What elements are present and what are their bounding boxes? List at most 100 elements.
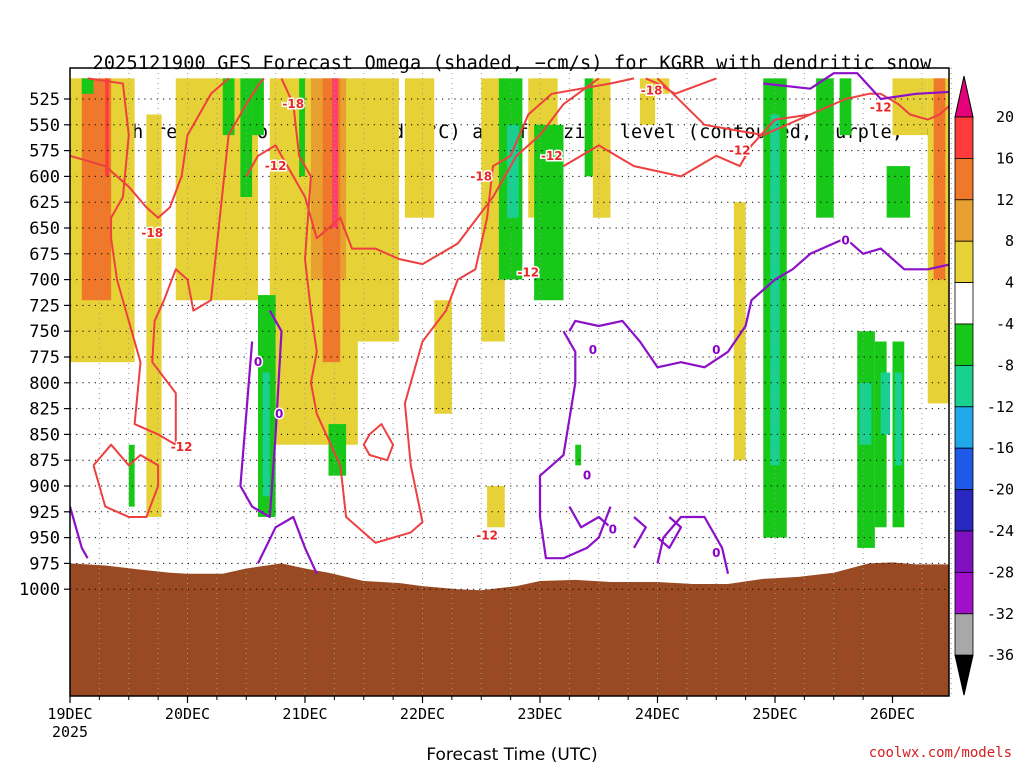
dgz-minus18-contour-1 <box>245 77 600 266</box>
dgz-minus12-contour-0 <box>87 77 265 446</box>
omega-upward-band-2 <box>105 78 109 177</box>
x-tick-label-1: 20DEC <box>165 705 210 723</box>
freezing-level-contour-0 <box>763 72 949 101</box>
colorbar-label-1: 16 <box>996 149 1014 167</box>
omega-downward-band-12 <box>575 444 582 466</box>
colorbar: 20 16 12 8 4 -4 -8 -12 -16 -20 -24 -28 -32 -36 <box>954 75 1014 696</box>
contour-label-6: -12 <box>517 265 539 279</box>
omega-downward-band-5 <box>299 78 305 177</box>
dgz-minus18-contour-3 <box>562 113 811 178</box>
contour-label-8: -18 <box>641 84 663 98</box>
y-tick-label-550: 550 <box>29 116 60 136</box>
freezing-level-contour-1 <box>70 506 89 559</box>
colorbar-top-arrow <box>954 75 974 118</box>
colorbar-swatch-4 <box>954 282 974 325</box>
y-tick-label-950: 950 <box>29 529 60 549</box>
x-tick-label-4: 23DEC <box>517 705 562 723</box>
y-tick-label-825: 825 <box>29 400 60 420</box>
y-tick-label-775: 775 <box>29 348 60 368</box>
dgz-minus12-contour-2 <box>280 77 635 544</box>
contour-labels: -18 -12 -18 -12 -12 -18 -12 -12 -18 -12 -12 0 0 0 0 0 0 0… <box>140 82 893 561</box>
contour-label-2: -18 <box>141 226 163 240</box>
y-tick-label-925: 925 <box>29 503 60 523</box>
colorbar-label-9: -20 <box>987 481 1014 499</box>
omega-upward-band-9 <box>352 78 399 342</box>
contour-label-1: -12 <box>265 159 287 173</box>
omega-downward-band-2 <box>222 78 235 136</box>
colorbar-swatch-3 <box>954 240 974 283</box>
colorbar-bottom-arrow <box>954 654 974 696</box>
y-tick-label-525: 525 <box>29 90 60 110</box>
dgz-minus12-contour-3 <box>362 423 395 462</box>
contour-label-18: 0 <box>712 546 720 560</box>
omega-downward-band-20 <box>859 382 872 445</box>
y-tick-label-850: 850 <box>29 425 60 445</box>
dgz-minus18-contour-2 <box>645 77 717 95</box>
omega-upward-band-21 <box>933 78 946 280</box>
omega-downward-band-10 <box>507 124 519 218</box>
x-tick-label-3: 22DEC <box>400 705 445 723</box>
contour-lines <box>70 72 949 575</box>
contour-label-14: 0 <box>254 355 262 369</box>
x-tick-label-7: 26DEC <box>870 705 915 723</box>
colorbar-label-3: 8 <box>1005 232 1014 250</box>
y-tick-label-750: 750 <box>29 322 60 342</box>
omega-downward-band-3 <box>240 78 253 198</box>
colorbar-swatch-9 <box>954 489 974 532</box>
omega-downward-band-1 <box>128 444 135 507</box>
freezing-level-contour-9 <box>656 515 730 574</box>
omega-upward-band-19 <box>892 78 928 136</box>
freezing-level-contour-6 <box>633 516 647 549</box>
plot-frame <box>69 67 950 697</box>
colorbar-swatch-11 <box>954 572 974 615</box>
omega-downward-band-4 <box>252 78 264 136</box>
omega-upward-band-13 <box>487 486 505 528</box>
y-tick-label-1000: 1000 <box>19 580 60 600</box>
contour-label-0: -18 <box>282 97 304 111</box>
colorbar-label-0: 20 <box>996 108 1014 126</box>
colorbar-swatch-5 <box>954 323 974 366</box>
freezing-level-contour-3 <box>257 515 318 575</box>
terrain-surface <box>70 562 949 696</box>
omega-downward-band-11 <box>534 124 564 301</box>
colorbar-swatch-12 <box>954 613 974 656</box>
colorbar-label-13: -36 <box>987 646 1014 664</box>
y-tick-label-875: 875 <box>29 451 60 471</box>
y-tick-label-625: 625 <box>29 193 60 213</box>
y-tick-label-575: 575 <box>29 142 60 162</box>
omega-downward-band-16 <box>816 78 834 218</box>
colorbar-swatch-0 <box>954 116 974 159</box>
source-credit: coolwx.com/models <box>868 745 1012 761</box>
y-tick-label-675: 675 <box>29 245 60 265</box>
colorbar-swatch-1 <box>954 157 974 201</box>
colorbar-swatch-6 <box>954 364 974 408</box>
contour-label-3: -12 <box>171 440 193 454</box>
contour-label-9: -12 <box>729 144 751 158</box>
freezing-level-contour-8 <box>568 237 949 369</box>
omega-downward-band-15 <box>770 114 780 466</box>
grid-lines <box>70 68 952 696</box>
omega-downward-band-24 <box>894 372 902 466</box>
colorbar-swatch-7 <box>954 406 974 449</box>
colorbar-swatch-10 <box>954 530 974 573</box>
colorbar-label-10: -24 <box>987 522 1014 540</box>
x-tick-label-6: 25DEC <box>752 705 797 723</box>
freezing-level-contour-4 <box>538 330 612 560</box>
terrain-fill <box>70 562 949 696</box>
colorbar-label-8: -16 <box>987 439 1014 457</box>
x-axis: 19DEC 20DEC 21DEC 22DEC 23DEC 24DEC 25DEC 26DEC… <box>47 696 915 741</box>
omega-downward-band-17 <box>839 78 852 136</box>
colorbar-label-2: 12 <box>996 191 1014 209</box>
x-tick-sublabel: 2025 <box>52 723 88 741</box>
omega-upward-band-3 <box>146 114 162 517</box>
freezing-level-contour-7 <box>656 516 683 550</box>
colorbar-swatch-2 <box>954 199 974 242</box>
dgz-minus12-contour-1 <box>92 443 160 518</box>
omega-downward-band-18 <box>886 166 911 218</box>
contour-label-4: -12 <box>476 529 498 543</box>
omega-downward-band-8 <box>328 424 347 476</box>
omega-downward-band-22 <box>880 372 891 435</box>
omega-downward-band-0 <box>81 78 94 94</box>
x-tick-label-2: 21DEC <box>282 705 327 723</box>
dgz-minus18-contour-0 <box>70 77 230 219</box>
